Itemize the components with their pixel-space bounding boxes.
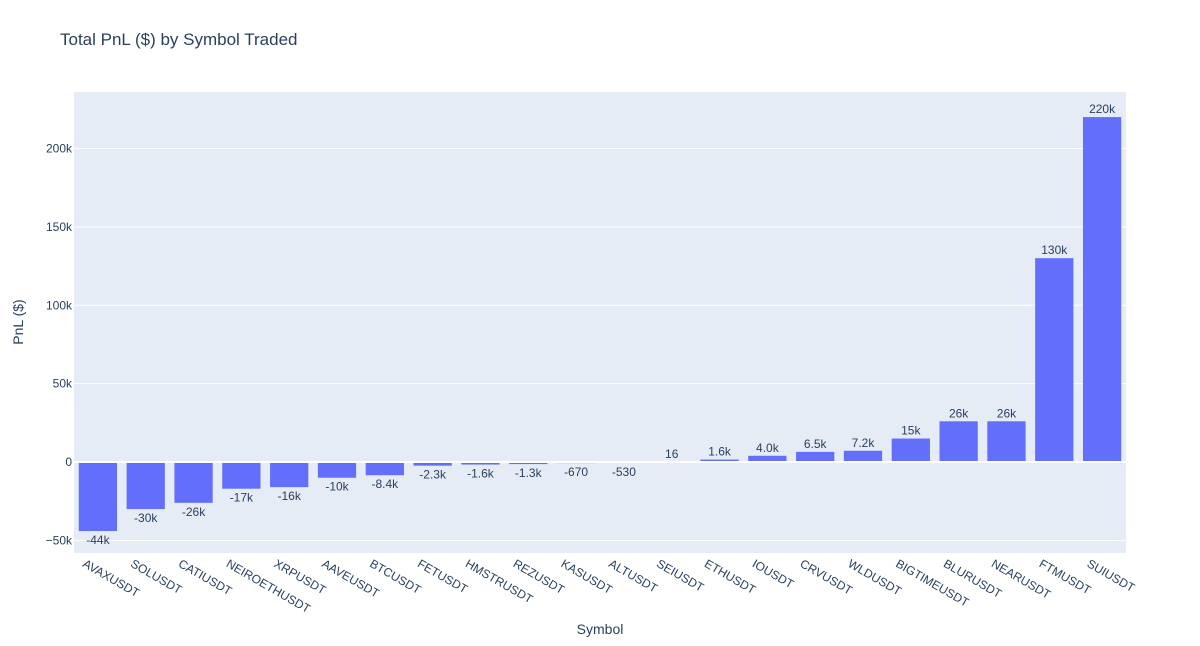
y-tick-label: 100k xyxy=(46,298,73,312)
x-tick-label: SEIUSDT xyxy=(654,556,707,594)
bar xyxy=(461,462,500,465)
bar xyxy=(939,421,978,463)
bar xyxy=(317,462,357,478)
x-tick-label: ALTUSDT xyxy=(606,556,660,595)
gridlines xyxy=(74,147,1126,541)
bar xyxy=(987,421,1026,463)
x-tick-label: ETHUSDT xyxy=(702,556,759,597)
bar xyxy=(365,462,404,476)
data-label: 220k xyxy=(1089,102,1116,116)
data-label: -2.3k xyxy=(419,468,447,482)
x-axis-title: Symbol xyxy=(577,621,624,637)
bar xyxy=(748,455,787,463)
data-label: -44k xyxy=(86,533,110,547)
y-tick-label: 150k xyxy=(46,220,73,234)
data-label: 16 xyxy=(665,447,679,461)
data-label: -17k xyxy=(230,491,254,505)
bar xyxy=(413,462,452,466)
data-label: -670 xyxy=(564,465,588,479)
bars xyxy=(78,117,1122,532)
data-label: -16k xyxy=(278,489,302,503)
data-labels: -44k -30k -26k -17k -16k -10k -8.4k -2.3k -1.6k -… xyxy=(86,102,1116,547)
y-tick-label: 0 xyxy=(65,455,72,469)
bar xyxy=(78,462,118,532)
y-axis-title: PnL ($) xyxy=(10,299,26,344)
data-label: -30k xyxy=(134,511,158,525)
chart-title: Total PnL ($) by Symbol Traded xyxy=(60,30,298,49)
x-tick-label: CATIUSDT xyxy=(176,556,235,598)
y-tick-label: 50k xyxy=(53,377,73,391)
x-tick-label: NEIROETHUSDT xyxy=(224,556,314,616)
bar xyxy=(509,462,548,465)
data-label: -8.4k xyxy=(371,477,399,491)
x-axis-ticks: AVAXUSDTSOLUSDTCATIUSDTNEIROETHUSDTXRPUS… xyxy=(80,556,1137,616)
data-label: -530 xyxy=(612,465,636,479)
bar xyxy=(270,462,309,488)
data-label: 6.5k xyxy=(804,437,828,451)
data-label: 1.6k xyxy=(708,445,732,459)
bar xyxy=(796,451,835,463)
y-tick-label: 200k xyxy=(46,141,73,155)
data-label: 15k xyxy=(901,424,921,438)
data-label: 130k xyxy=(1041,243,1068,257)
y-tick-label: −50k xyxy=(46,533,73,547)
x-tick-label: CRVUSDT xyxy=(798,556,856,597)
bar xyxy=(126,462,165,510)
data-label: -10k xyxy=(325,480,349,494)
data-label: -26k xyxy=(182,505,206,519)
data-label: 7.2k xyxy=(852,436,876,450)
bar xyxy=(1035,258,1074,463)
data-label: -1.3k xyxy=(515,466,543,480)
data-label: 26k xyxy=(949,406,969,420)
bar xyxy=(1082,117,1122,463)
bar xyxy=(843,450,883,463)
x-tick-label: SUIUSDT xyxy=(1085,556,1138,595)
data-label: 4.0k xyxy=(756,441,780,455)
bar xyxy=(891,438,930,463)
x-tick-label: KASUSDT xyxy=(559,556,616,597)
data-label: 26k xyxy=(997,406,1017,420)
bar xyxy=(222,462,261,489)
x-tick-label: FETUSDT xyxy=(415,556,470,596)
y-axis-ticks: −50k 0 50k 100k 150k 200k xyxy=(46,141,73,547)
data-label: -1.6k xyxy=(467,467,495,481)
bar xyxy=(174,462,213,503)
bar xyxy=(700,459,739,463)
